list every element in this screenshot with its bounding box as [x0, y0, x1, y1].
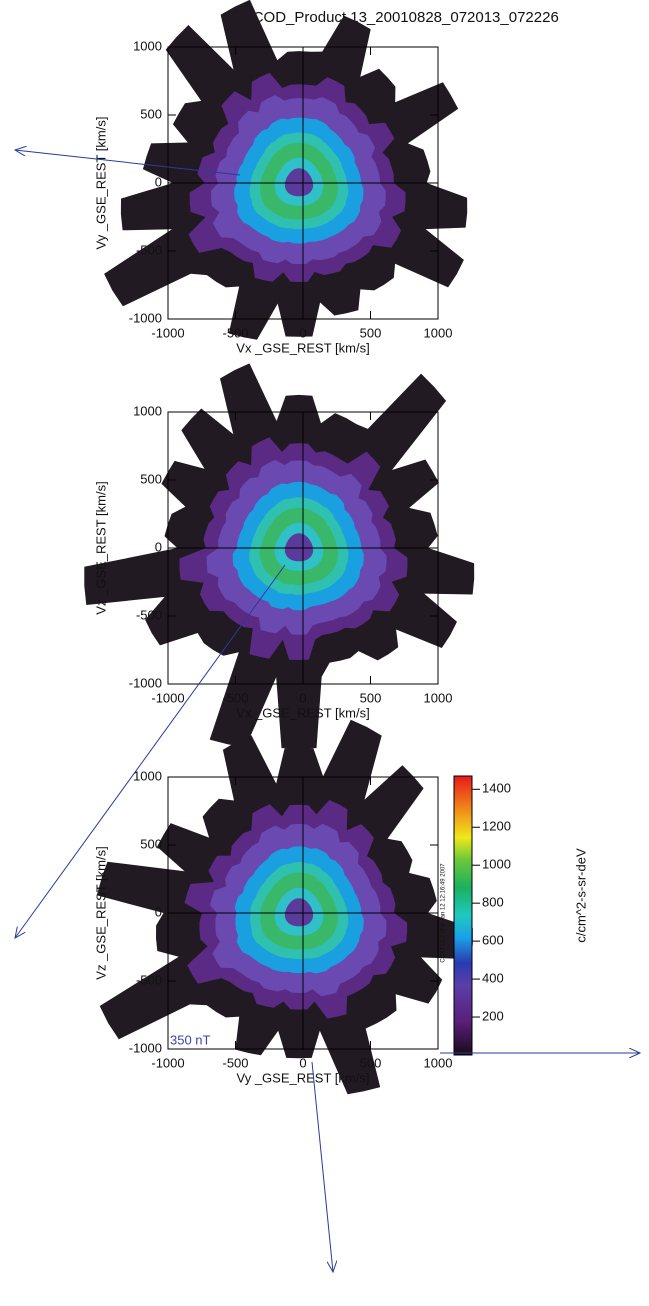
x-tick-label: 1000 — [424, 325, 453, 340]
x-tick-label: 1000 — [424, 690, 453, 705]
annotation: 350 nT — [170, 1032, 211, 1047]
x-axis-label: Vy _GSE_REST [km/s] — [237, 1070, 370, 1085]
x-axis-label: Vx _GSE_REST [km/s] — [236, 340, 369, 355]
stamp: CCAT13.7.0Fri Jan 12 12:16:49 2007 — [441, 863, 447, 963]
arrow — [15, 150, 241, 176]
colorbar-tick-label: 400 — [482, 971, 504, 986]
colorbar — [453, 775, 473, 1056]
distribution-blob — [284, 168, 314, 197]
y-tick-label: -500 — [136, 972, 162, 987]
page-title: C4_COD_Product 13_20010828_072013_072226 — [225, 9, 559, 26]
x-tick-label: -1000 — [151, 690, 184, 705]
arrow — [311, 1061, 333, 1272]
y-tick-label: 500 — [140, 836, 162, 851]
panel: -1000 -500 0 500 1000 -1000 -500 0 500 1000 Vy _GS… — [93, 719, 588, 1095]
y-tick-label: 0 — [155, 539, 162, 554]
y-tick-label: 0 — [155, 174, 162, 189]
panel: -1000 -500 0 500 1000 -1000 -500 0 500 1000 Vx _GS… — [84, 363, 475, 749]
y-tick-label: 1000 — [133, 768, 162, 783]
x-axis-label: Vx _GSE_REST [km/s] — [236, 705, 369, 720]
colorbar-tick-label: 1400 — [482, 781, 511, 796]
panel: -1000 -500 0 500 1000 -1000 -500 0 500 1000 Vx _GS… — [93, 0, 468, 355]
colorbar-tick-label: 1000 — [482, 857, 511, 872]
x-tick-label: -1000 — [151, 1055, 184, 1070]
y-tick-label: -1000 — [129, 675, 162, 690]
y-tick-label: -1000 — [129, 1040, 162, 1055]
colorbar-tick-label: 600 — [482, 933, 504, 948]
x-tick-label: -500 — [222, 325, 248, 340]
x-tick-label: 500 — [360, 690, 382, 705]
y-tick-label: 0 — [155, 904, 162, 919]
y-tick-label: 500 — [140, 106, 162, 121]
y-tick-label: -500 — [136, 242, 162, 257]
x-tick-label: 0 — [299, 325, 306, 340]
x-tick-label: -1000 — [151, 325, 184, 340]
colorbar-tick-label: 1200 — [482, 819, 511, 834]
colorbar-tick-label: 800 — [482, 895, 504, 910]
y-tick-label: 1000 — [133, 403, 162, 418]
x-tick-label: 0 — [299, 1055, 306, 1070]
x-tick-label: -500 — [222, 690, 248, 705]
y-axis-label: Vz _GSE_REST [km/s] — [93, 846, 108, 979]
x-tick-label: 500 — [360, 1055, 382, 1070]
arrows — [15, 150, 640, 1272]
x-tick-label: -500 — [222, 1055, 248, 1070]
y-tick-label: 500 — [140, 471, 162, 486]
x-tick-label: 500 — [360, 325, 382, 340]
y-axis-label: Vz _GSE_REST [km/s] — [93, 481, 108, 614]
x-tick-label: 1000 — [424, 1055, 453, 1070]
plots: -1000 -500 0 500 1000 -1000 -500 0 500 1000 Vx _GS… — [84, 0, 588, 1095]
y-axis-label: Vy _GSE_REST [km/s] — [93, 117, 108, 250]
x-tick-label: 0 — [299, 690, 306, 705]
distribution-blob — [284, 533, 314, 562]
y-tick-label: -1000 — [129, 310, 162, 325]
y-tick-label: 1000 — [133, 38, 162, 53]
arrow — [15, 564, 286, 938]
distribution-blob — [284, 898, 314, 927]
y-tick-label: -500 — [136, 607, 162, 622]
colorbar-tick-label: 200 — [482, 1008, 504, 1023]
colorbar-label: c/cm^2-s-sr-deV — [573, 848, 588, 943]
